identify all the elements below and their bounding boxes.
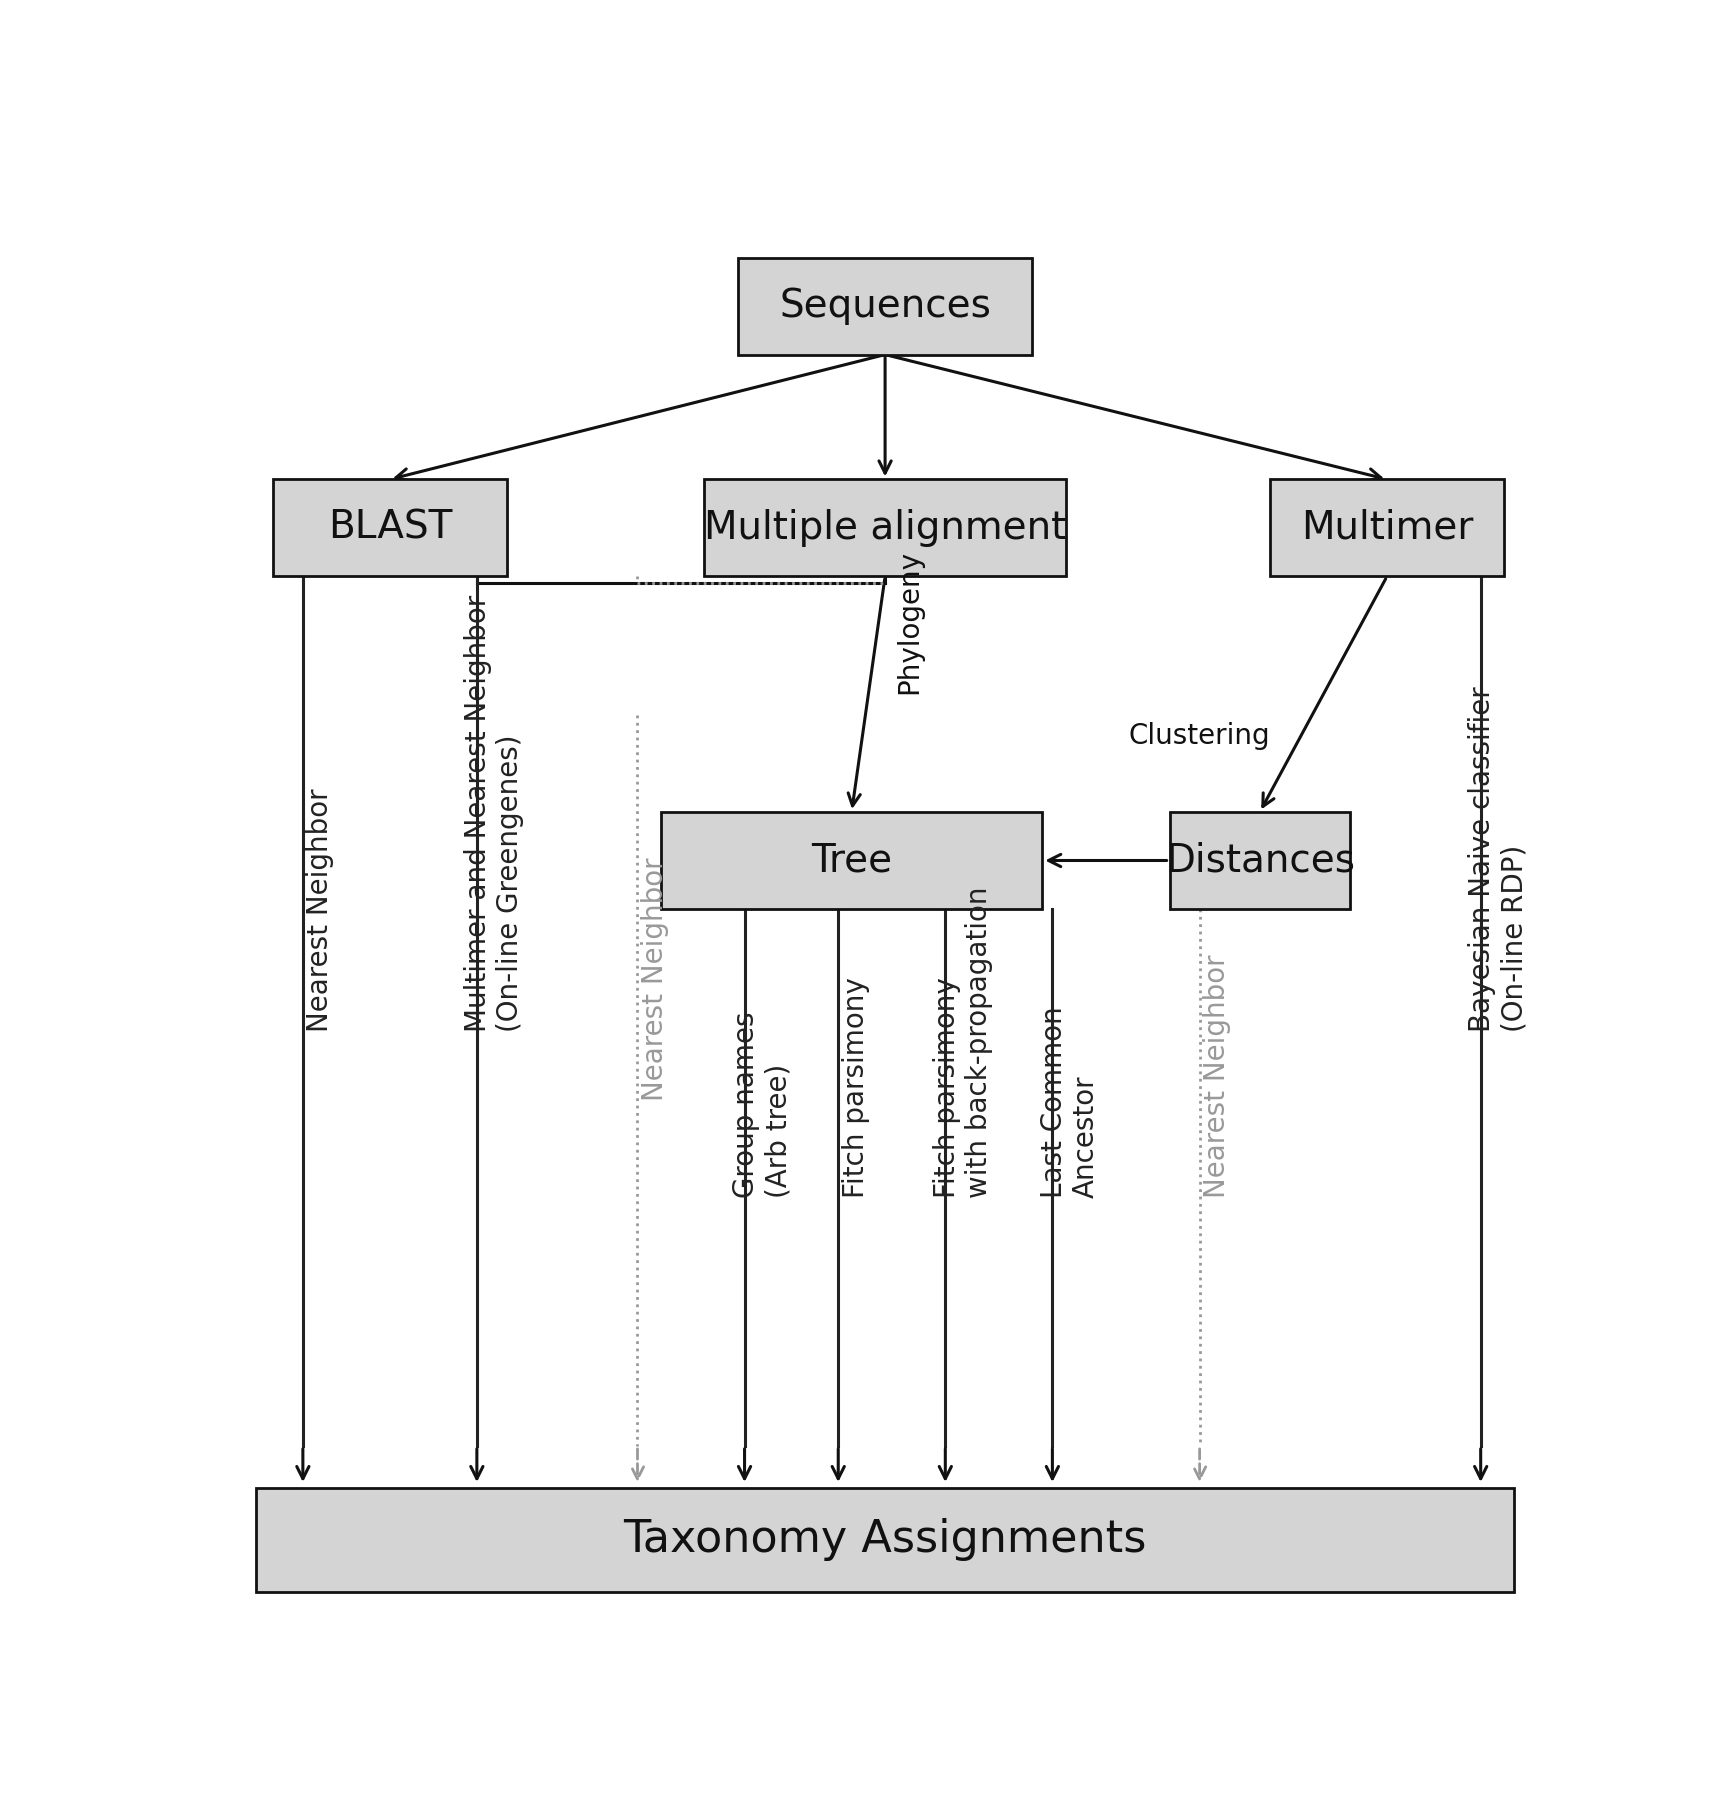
Text: Bayesian Naive classifier
(On-line RDP): Bayesian Naive classifier (On-line RDP) (1468, 686, 1528, 1031)
Text: Last Common
Ancestor: Last Common Ancestor (1040, 1006, 1100, 1199)
Text: Fitch parsimony
with back-propagation: Fitch parsimony with back-propagation (933, 887, 993, 1199)
Text: Clustering: Clustering (1129, 722, 1271, 749)
Text: Fitch parsimony: Fitch parsimony (841, 977, 870, 1199)
Text: Sequences: Sequences (779, 286, 991, 326)
Text: Nearest Neighbor: Nearest Neighbor (306, 788, 335, 1031)
Bar (1269, 479, 1504, 576)
Text: Taxonomy Assignments: Taxonomy Assignments (623, 1517, 1147, 1561)
Bar (661, 812, 1043, 909)
Bar (256, 1487, 1515, 1591)
Text: Nearest Neighbor: Nearest Neighbor (641, 857, 668, 1102)
Bar (705, 479, 1066, 576)
Text: Nearest Neighbor: Nearest Neighbor (1204, 954, 1231, 1199)
Text: Tree: Tree (812, 841, 893, 880)
Bar (273, 479, 508, 576)
Text: Phylogeny: Phylogeny (895, 551, 924, 695)
Bar (737, 257, 1033, 355)
Text: Multiple alignment: Multiple alignment (705, 509, 1066, 547)
Text: Multimer: Multimer (1300, 509, 1473, 547)
Bar (1169, 812, 1351, 909)
Text: Multimer and Nearest Neighbor
(On-line Greengenes): Multimer and Nearest Neighbor (On-line G… (465, 594, 525, 1031)
Text: BLAST: BLAST (328, 509, 452, 547)
Text: Distances: Distances (1164, 841, 1356, 880)
Text: Group names
(Arb tree): Group names (Arb tree) (732, 1012, 793, 1199)
